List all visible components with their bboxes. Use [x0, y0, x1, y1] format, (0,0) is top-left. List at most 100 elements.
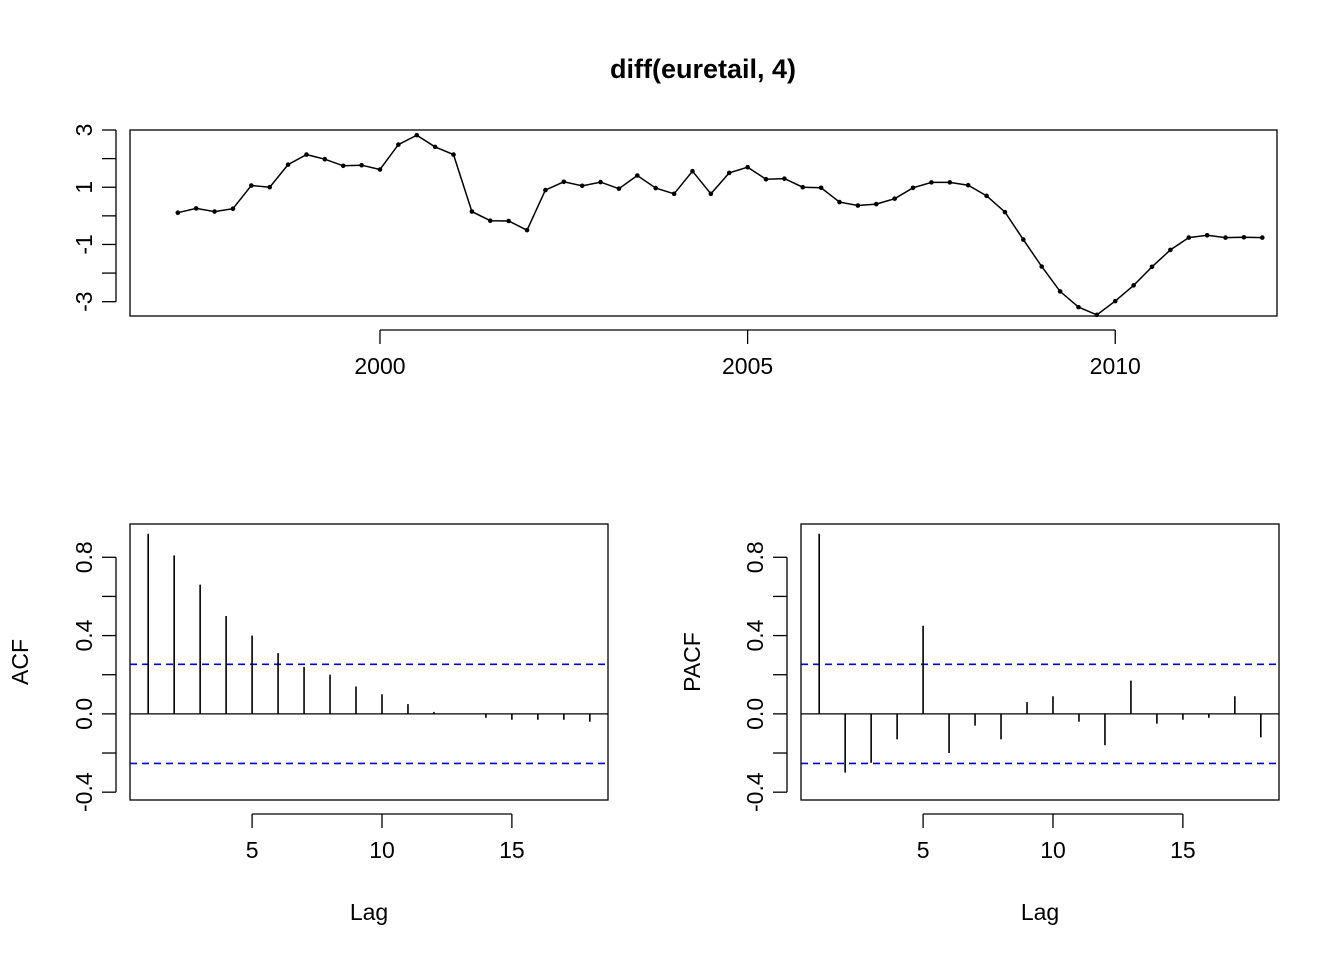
time-series-panel: -3 -1 1 3 2000 2005 2010 — [71, 124, 1278, 379]
pacf-y-tick-label: 0.0 — [742, 698, 768, 730]
ts-point — [873, 201, 879, 207]
ts-point — [193, 206, 199, 211]
ts-point — [249, 183, 254, 188]
ts-point — [487, 218, 493, 224]
ts-point — [396, 142, 401, 147]
ts-point — [855, 203, 861, 208]
pacf-panel: -0.4 0.0 0.4 0.8 5 10 15 Lag PACF — [679, 523, 1280, 925]
ts-y-tick-label: -1 — [71, 234, 97, 254]
acf-x-tick-label: 10 — [369, 837, 395, 863]
ts-point — [579, 183, 585, 189]
acf-panel: -0.4 0.0 0.4 0.8 5 10 15 Lag ACF — [7, 523, 609, 925]
ts-point — [1002, 209, 1008, 215]
ts-point — [726, 170, 732, 176]
ts-point — [800, 184, 806, 190]
ts-point — [175, 210, 181, 215]
ts-x-tick-label: 2000 — [354, 353, 405, 379]
ts-point — [818, 185, 824, 191]
pacf-x-axis: 5 10 15 — [917, 813, 1196, 863]
ts-point — [230, 206, 236, 211]
ts-point — [1259, 235, 1265, 240]
pacf-x-tick-label: 15 — [1170, 837, 1196, 863]
pacf-frame — [800, 523, 1280, 801]
time-series-line — [177, 134, 1263, 316]
pacf-y-label: PACF — [679, 632, 705, 692]
acf-y-tick-label: 0.4 — [71, 619, 97, 651]
acf-spikes — [147, 533, 591, 722]
ts-point — [598, 179, 603, 185]
time-series-x-axis: 2000 2005 2010 — [354, 329, 1141, 379]
ts-point — [1186, 235, 1192, 240]
pacf-x-tick-label: 5 — [917, 837, 930, 863]
acf-frame — [129, 523, 609, 801]
ts-y-tick-label: 3 — [71, 124, 97, 137]
ts-point — [506, 218, 511, 224]
acf-y-axis: -0.4 0.0 0.4 0.8 — [71, 541, 117, 812]
time-series-y-axis: -3 -1 1 3 — [71, 124, 117, 312]
ts-point — [322, 156, 328, 162]
ts-point — [763, 176, 769, 182]
ts-point — [708, 191, 714, 197]
ts-point — [1076, 304, 1081, 310]
ts-point — [212, 209, 217, 214]
ts-point — [340, 163, 346, 169]
ts-y-tick-label: 1 — [71, 181, 97, 194]
ts-point — [947, 180, 953, 185]
ts-point — [745, 164, 750, 170]
ts-point — [304, 152, 309, 157]
acf-y-tick-label: 0.0 — [71, 698, 97, 730]
pacf-y-tick-label: 0.8 — [742, 541, 768, 573]
acf-y-tick-label: 0.8 — [71, 541, 97, 573]
ts-point — [524, 227, 530, 233]
ts-point — [782, 176, 787, 181]
time-series-points — [175, 132, 1265, 318]
time-series-frame — [129, 129, 1278, 317]
ts-point — [414, 132, 420, 138]
acf-x-axis: 5 10 15 — [246, 813, 525, 863]
ts-point — [1112, 298, 1118, 304]
acf-y-tick-label: -0.4 — [71, 772, 97, 812]
ts-point — [1241, 235, 1247, 240]
ts-point — [285, 162, 291, 167]
acf-x-label: Lag — [350, 899, 388, 925]
ts-point — [469, 209, 475, 214]
ts-point — [653, 185, 659, 191]
ts-y-tick-label: -3 — [71, 291, 97, 311]
pacf-x-label: Lag — [1021, 899, 1059, 925]
ts-point — [635, 173, 640, 178]
ts-point — [1094, 312, 1100, 318]
ts-point — [1149, 264, 1155, 270]
ts-point — [451, 152, 456, 157]
ts-point — [1039, 264, 1045, 269]
pacf-y-tick-label: -0.4 — [742, 772, 768, 812]
ts-point — [965, 182, 971, 188]
pacf-spikes — [818, 533, 1262, 773]
ts-x-tick-label: 2010 — [1090, 353, 1141, 379]
ts-point — [359, 162, 364, 168]
pacf-y-axis: -0.4 0.0 0.4 0.8 — [742, 541, 788, 812]
acf-x-tick-label: 5 — [246, 837, 259, 863]
ts-point — [929, 180, 934, 185]
acf-y-label: ACF — [7, 639, 33, 685]
ts-point — [910, 185, 916, 191]
ts-x-tick-label: 2005 — [722, 353, 773, 379]
ts-point — [267, 184, 272, 190]
ts-point — [616, 186, 622, 191]
ts-point — [1057, 289, 1063, 294]
ts-point — [432, 144, 438, 150]
ts-point — [984, 193, 989, 199]
ts-point — [1168, 247, 1173, 253]
figure-title: diff(euretail, 4) — [610, 54, 796, 84]
ts-point — [377, 167, 383, 172]
ts-point — [690, 168, 695, 174]
ts-point — [892, 196, 897, 201]
pacf-x-tick-label: 10 — [1040, 837, 1066, 863]
ts-point — [1131, 283, 1136, 288]
ts-point — [837, 199, 842, 205]
ts-point — [671, 191, 677, 197]
ts-point — [561, 179, 567, 185]
pacf-y-tick-label: 0.4 — [742, 619, 768, 651]
ts-point — [1021, 237, 1026, 242]
acf-x-tick-label: 15 — [499, 837, 525, 863]
